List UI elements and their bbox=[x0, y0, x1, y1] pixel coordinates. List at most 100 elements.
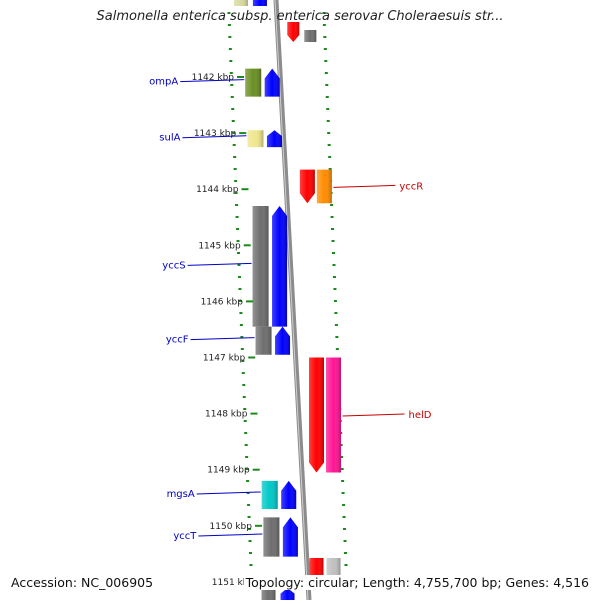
gene-leader-mgsA bbox=[196, 491, 261, 495]
border-dot bbox=[249, 564, 253, 566]
border-dot bbox=[237, 276, 241, 278]
border-dot bbox=[245, 456, 249, 458]
cds-helD-shading bbox=[309, 357, 325, 473]
gene-ompA-shading bbox=[245, 68, 262, 97]
border-dot bbox=[243, 420, 247, 422]
border-dot bbox=[327, 144, 331, 146]
border-dot bbox=[229, 72, 233, 74]
gene-yccT-shading bbox=[263, 517, 280, 557]
border-dot bbox=[325, 84, 329, 86]
border-dot bbox=[228, 48, 232, 50]
border-dot bbox=[249, 552, 252, 554]
features-group bbox=[233, 0, 342, 604]
gene-label-yccR: yccR bbox=[399, 181, 423, 192]
border-dot bbox=[343, 540, 347, 542]
gene-leader-helD bbox=[342, 413, 405, 417]
border-dot bbox=[341, 492, 345, 494]
border-dot bbox=[243, 408, 247, 410]
border-dot bbox=[324, 72, 328, 74]
backbone-group bbox=[273, 0, 312, 601]
border-dot bbox=[229, 60, 233, 62]
gene-leader-yccT bbox=[198, 533, 263, 537]
border-dot bbox=[248, 528, 252, 530]
border-dot bbox=[325, 96, 329, 98]
scale-tick bbox=[243, 244, 251, 247]
border-dot bbox=[244, 432, 248, 434]
scale-tick bbox=[245, 300, 253, 303]
cds-yccT-shading bbox=[282, 517, 298, 557]
border-dot bbox=[328, 156, 332, 158]
gene-label-ompA: ompA bbox=[149, 77, 178, 88]
backbone-line bbox=[273, 0, 312, 601]
border-dot bbox=[326, 108, 330, 110]
gene-leader-yccS bbox=[187, 262, 252, 266]
border-dot bbox=[334, 312, 338, 314]
border-dot bbox=[332, 264, 336, 266]
border-dot bbox=[334, 324, 338, 326]
gene-label-yccS: yccS bbox=[162, 260, 185, 271]
cds-mgsA-shading bbox=[281, 480, 297, 509]
border-dot bbox=[323, 48, 327, 50]
border-dot bbox=[234, 180, 238, 182]
border-dot bbox=[231, 108, 235, 110]
border-dot bbox=[227, 24, 231, 26]
cds-top-cut-c-shading bbox=[287, 22, 300, 42]
gene-mgsA-shading bbox=[261, 480, 278, 509]
gene-label-yccF: yccF bbox=[166, 335, 189, 346]
border-dot bbox=[330, 204, 334, 206]
border-dot bbox=[344, 564, 348, 566]
gene-label-yccT: yccT bbox=[173, 531, 197, 542]
border-dot bbox=[324, 60, 328, 62]
border-dot bbox=[234, 192, 238, 194]
border-dot bbox=[237, 264, 241, 266]
cds-sulA-shading bbox=[266, 130, 282, 148]
gene-yccR-shading bbox=[316, 169, 332, 204]
border-dot bbox=[328, 168, 332, 170]
border-dot bbox=[232, 132, 236, 134]
border-dot bbox=[333, 288, 337, 290]
border-dot bbox=[331, 228, 335, 230]
scale-tick bbox=[239, 132, 247, 135]
scale-tick-label: 1147 kbp bbox=[203, 354, 246, 364]
scale-tick bbox=[250, 412, 258, 415]
border-dot bbox=[233, 156, 237, 158]
scale-tick bbox=[252, 468, 260, 471]
border-dot bbox=[332, 276, 336, 278]
scale-ticks: 1142 kbp 1143 kbp 1144 kbp 1145 kbp 1146 kbp… bbox=[192, 73, 265, 588]
border-dot bbox=[247, 516, 251, 518]
border-dot bbox=[239, 324, 243, 326]
border-dot bbox=[343, 528, 347, 530]
cds-yccF-shading bbox=[275, 326, 291, 355]
scale-tick bbox=[237, 76, 244, 78]
gene-leader-ompA bbox=[180, 79, 245, 83]
border-dot bbox=[228, 36, 232, 38]
scale-tick-label: 1142 kbp bbox=[192, 73, 235, 83]
scale-tick-label: 1149 kbp bbox=[207, 466, 250, 476]
border-dot bbox=[248, 540, 252, 542]
gene-leader-yccF bbox=[190, 337, 255, 341]
gene-label-helD: helD bbox=[409, 410, 432, 421]
border-dot bbox=[339, 444, 343, 446]
border-dot bbox=[242, 396, 246, 398]
border-dot bbox=[235, 204, 239, 206]
cds-top-cut-b-shading bbox=[252, 0, 267, 6]
gene-helD-shading bbox=[326, 357, 342, 473]
border-dot bbox=[236, 228, 240, 230]
border-dot bbox=[239, 312, 243, 314]
border-dot bbox=[238, 300, 242, 302]
sequence-title: Salmonella enterica subsp. enterica sero… bbox=[96, 9, 504, 24]
gene-sulA-shading bbox=[247, 130, 264, 148]
accession-text: Accession: NC_006905 bbox=[9, 575, 156, 590]
gene-yccF-shading bbox=[255, 326, 272, 355]
cds-bottom-cut-a-shading bbox=[309, 558, 324, 575]
border-dot bbox=[238, 288, 242, 290]
gene-labels: ompA sulA yccR yccS yccF helD mgsA yccT bbox=[149, 77, 432, 542]
gene-label-mgsA: mgsA bbox=[167, 489, 195, 500]
border-dot bbox=[341, 480, 345, 482]
gene-leader-yccR bbox=[333, 184, 396, 188]
border-dot bbox=[340, 468, 344, 470]
gene-top-cut-a-shading bbox=[233, 0, 248, 6]
border-dot bbox=[322, 12, 326, 14]
border-dot bbox=[241, 360, 245, 362]
border-dot bbox=[240, 348, 244, 350]
